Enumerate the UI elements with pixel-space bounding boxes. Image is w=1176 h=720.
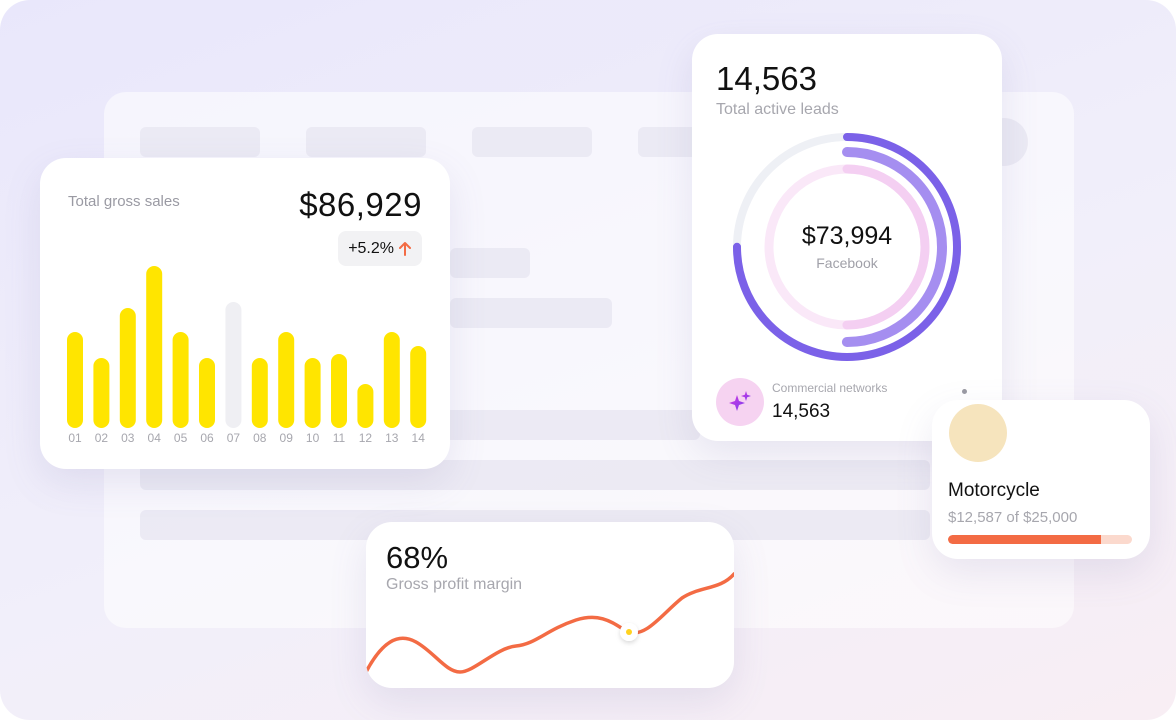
bar-02: [93, 358, 110, 428]
margin-card: 68% Gross profit margin: [366, 522, 734, 688]
menu-dot: [961, 389, 967, 394]
bar-11: [331, 354, 347, 428]
tick-label-04: 04: [148, 431, 162, 445]
tick-label-05: 05: [174, 431, 188, 445]
motorcycle-title: Motorcycle: [948, 480, 1040, 501]
sales-bar-chart: 01 02 03 04 05 06 07 08 09 10 11 12 13 14: [67, 266, 427, 445]
bar-09: [278, 332, 295, 428]
leads-card: 14,563 Total active leads $73,994 Facebo…: [692, 34, 1002, 441]
sales-amount: $86,929: [299, 186, 422, 223]
sales-label: Total gross sales: [68, 193, 180, 210]
placeholder-bar: [450, 248, 530, 278]
sales-change-badge: +5.2%: [338, 231, 422, 266]
margin-value: 68%: [386, 540, 449, 575]
ring-center-label: Facebook: [816, 255, 878, 271]
tick-label-13: 13: [385, 431, 399, 445]
tick-label-03: 03: [121, 431, 135, 445]
bar-13: [383, 332, 400, 428]
bar-04: [146, 266, 163, 428]
leads-value: 14,563: [716, 60, 817, 97]
placeholder-bar: [450, 298, 612, 328]
tick-label-01: 01: [68, 431, 82, 445]
tick-label-09: 09: [280, 431, 294, 445]
bar-06: [199, 358, 215, 428]
bar-05: [172, 332, 189, 428]
sales-card: Total gross sales $86,929 +5.2% 01 02 03 04…: [40, 158, 450, 469]
motorcycle-amount: $12,587 of $25,000: [948, 509, 1078, 526]
placeholder-bar: [306, 127, 426, 157]
bar-01: [67, 332, 83, 428]
network-badge: [716, 378, 764, 426]
tick-label-02: 02: [95, 431, 109, 445]
margin-label: Gross profit margin: [386, 576, 523, 593]
sales-change-value: +5.2%: [348, 239, 394, 257]
margin-line-chart: [366, 572, 734, 674]
leads-label: Total active leads: [716, 101, 839, 118]
margin-marker: [626, 629, 632, 635]
tick-label-08: 08: [253, 431, 267, 445]
tick-label-11: 11: [333, 431, 346, 445]
margin-line: [366, 572, 734, 674]
motorcycle-card: Motorcycle $12,587 of $25,000: [932, 400, 1150, 559]
bar-03: [119, 308, 136, 428]
ring-center-value: $73,994: [801, 222, 893, 250]
ring-arc-3: [764, 164, 930, 330]
bar-07: [225, 302, 242, 428]
motorcycle-progress-fill: [948, 535, 1101, 544]
tick-label-12: 12: [359, 431, 373, 445]
arrow-up-icon: [399, 241, 411, 256]
network-value: 14,563: [772, 401, 831, 422]
tick-label-14: 14: [412, 431, 426, 445]
sparkles-icon: [729, 391, 751, 411]
placeholder-bar: [472, 127, 592, 157]
ring-arc-2: [747, 147, 947, 347]
motorcycle-avatar: [949, 404, 1007, 462]
bar-14: [410, 346, 427, 428]
leads-ring-chart: [733, 133, 961, 361]
bar-12: [357, 384, 374, 428]
network-label: Commercial networks: [772, 381, 888, 395]
tick-label-10: 10: [306, 431, 320, 445]
motorcycle-progress: [948, 535, 1132, 544]
ring-arc-1: [733, 133, 961, 361]
bar-10: [304, 358, 321, 428]
placeholder-bar: [140, 127, 260, 157]
bar-08: [251, 358, 268, 428]
tick-label-07: 07: [227, 431, 241, 445]
tick-label-06: 06: [200, 431, 214, 445]
